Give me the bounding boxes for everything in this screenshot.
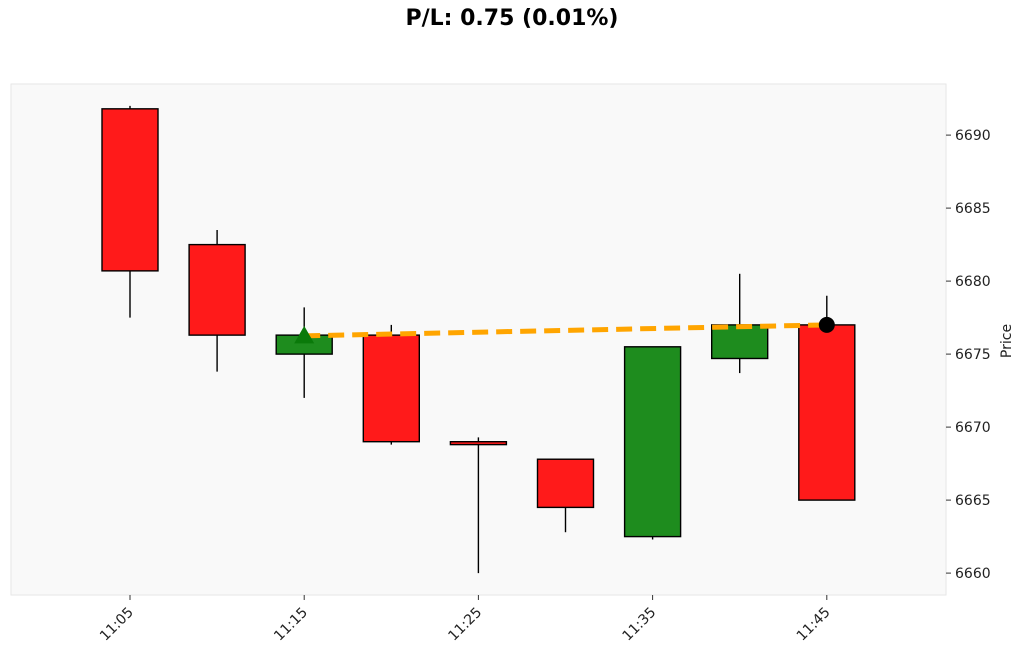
candle-7 (711, 273, 769, 374)
candles-group (101, 105, 856, 574)
trade-group (294, 316, 835, 344)
candle-0 (101, 105, 159, 318)
y-tick-label: 6675 (955, 347, 991, 363)
entry-marker (294, 325, 315, 344)
y-tick-label: 6670 (955, 420, 991, 436)
y-axis-label: Price (999, 324, 1015, 358)
x-tick-label: 11:25 (445, 605, 485, 645)
candle-body-down (536, 458, 595, 509)
x-tick-label: 11:35 (620, 605, 660, 645)
y-tick-label: 6685 (955, 201, 991, 217)
x-tick-label: 11:45 (794, 605, 834, 645)
candle-body-down (449, 441, 508, 446)
y-axis: 6660 6665 6670 6675 6680 6685 6690 (946, 128, 991, 582)
y-tick-label: 6680 (955, 274, 991, 290)
candle-body-down (101, 108, 159, 272)
x-tick-label: 11:15 (271, 605, 311, 645)
exit-marker (818, 316, 835, 333)
trade-line (304, 322, 827, 339)
candle-body-down (362, 334, 420, 443)
candle-body-up (711, 324, 769, 360)
candle-4 (449, 437, 508, 574)
candle-6 (623, 346, 682, 540)
candle-3 (362, 324, 420, 445)
y-tick-label: 6690 (955, 128, 991, 144)
x-axis: 11:05 11:15 11:25 11:35 11:45 (97, 595, 834, 644)
chart-title: P/L: 0.75 (0.01%) (405, 6, 619, 31)
candle-1 (188, 230, 246, 372)
y-tick-label: 6665 (955, 493, 991, 509)
x-tick-label: 11:05 (97, 605, 137, 645)
candle-body-up (623, 346, 682, 538)
candle-5 (536, 458, 595, 533)
candle-8 (798, 295, 856, 501)
candle-body-down (798, 324, 856, 501)
candle-body-down (188, 243, 246, 336)
y-tick-label: 6660 (955, 566, 991, 582)
